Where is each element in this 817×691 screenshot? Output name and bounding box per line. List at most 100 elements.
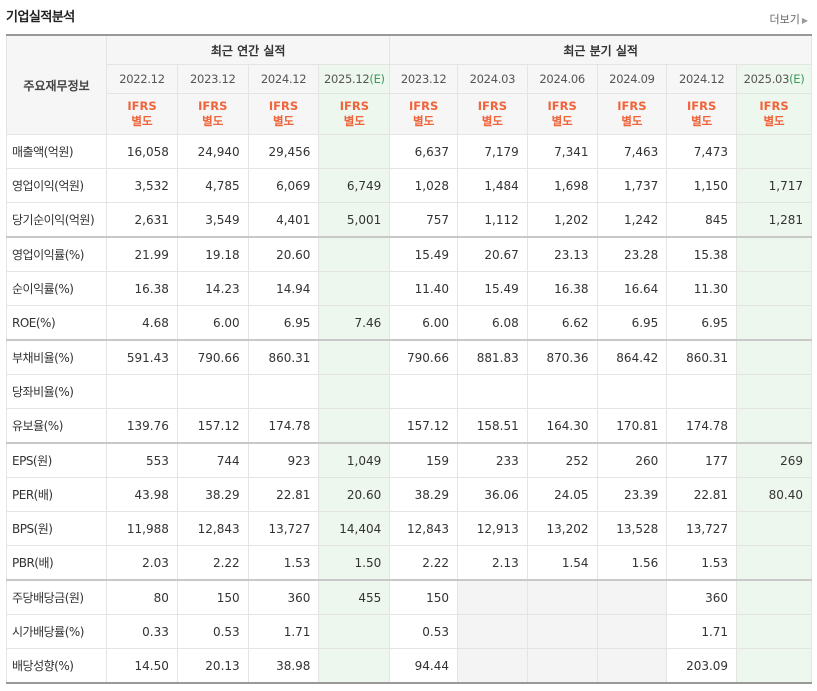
more-link-label: 더보기 [769,13,800,26]
table-cell [457,374,528,409]
table-cell: 20.60 [318,477,391,512]
table-cell: 1,150 [666,168,738,203]
table-cell [318,408,391,444]
table-cell: 13,727 [666,511,738,546]
table-cell [318,648,391,684]
period-header: 2022.12 [106,64,178,94]
table-cell: 790.66 [389,339,458,375]
table-cell [736,271,812,306]
table-cell: 24.05 [526,477,598,512]
table-cell: 177 [666,442,738,478]
row-label[interactable]: 당기순이익(억원) [5,202,108,238]
table-cell: 6.95 [247,305,320,341]
table-cell: 158.51 [457,408,528,444]
table-cell [596,374,668,409]
row-label[interactable]: ROE(%) [5,305,108,341]
table-cell: 2.22 [176,545,249,581]
ifrs-label[interactable]: IFRS 별도 [318,93,391,135]
row-label[interactable]: 당좌비율(%) [5,374,108,409]
table-cell: 164.30 [526,408,598,444]
ifrs-label[interactable]: IFRS 별도 [526,93,598,135]
ifrs-label[interactable]: IFRS 별도 [247,93,320,135]
table-cell: 923 [247,442,320,478]
row-label[interactable]: EPS(원) [5,442,108,478]
row-label[interactable]: 부채비율(%) [5,339,108,375]
row-label[interactable]: BPS(원) [5,511,108,546]
table-cell: 5,001 [318,202,391,238]
row-label[interactable]: PER(배) [5,477,108,512]
annual-group-header: 최근 연간 실적 [106,34,391,65]
table-cell: 14.50 [106,648,178,684]
table-cell: 11.30 [666,271,738,306]
table-cell: 24,940 [176,134,249,169]
table-cell: 6.00 [389,305,458,341]
table-cell [318,236,391,272]
table-cell [596,579,668,615]
table-cell: 845 [666,202,738,238]
table-cell: 16.38 [526,271,598,306]
row-label[interactable]: 영업이익률(%) [5,236,108,272]
table-cell: 0.33 [106,614,178,649]
table-row: 배당성향(%) 14.50 20.13 38.98 94.44 203.09 [5,648,812,684]
table-cell: 6.08 [457,305,528,341]
table-cell [736,579,812,615]
table-row: 순이익률(%) 16.38 14.23 14.94 11.40 15.49 16.38 16.… [5,271,812,306]
row-label[interactable]: 순이익률(%) [5,271,108,306]
row-label[interactable]: 영업이익(억원) [5,168,108,203]
ifrs-label[interactable]: IFRS 별도 [176,93,249,135]
table-cell: 80 [106,579,178,615]
ifrs-label[interactable]: IFRS 별도 [736,93,812,135]
table-row: 당좌비율(%) [5,374,812,409]
row-label[interactable]: 주당배당금(원) [5,579,108,615]
table-cell: 881.83 [457,339,528,375]
table-cell: 4,401 [247,202,320,238]
table-row: 부채비율(%) 591.43 790.66 860.31 790.66 881.83 870… [5,339,812,375]
table-cell: 6,749 [318,168,391,203]
table-cell [736,339,812,375]
table-cell [457,648,528,684]
table-cell: 7,179 [457,134,528,169]
table-cell: 16.38 [106,271,178,306]
ifrs-label[interactable]: IFRS 별도 [389,93,458,135]
period-header: 2024.12 [666,64,738,94]
row-label[interactable]: 유보율(%) [5,408,108,444]
table-cell [736,648,812,684]
table-cell: 21.99 [106,236,178,272]
table-cell: 22.81 [247,477,320,512]
ifrs-label[interactable]: IFRS 별도 [596,93,668,135]
period-header: 2025.03(E) [736,64,812,94]
table-cell: 11.40 [389,271,458,306]
table-cell: 15.49 [457,271,528,306]
row-label[interactable]: PBR(배) [5,545,108,581]
table-cell: 3,549 [176,202,249,238]
more-link[interactable]: 더보기 ▶ [769,11,808,27]
table-cell: 23.13 [526,236,598,272]
ifrs-label[interactable]: IFRS 별도 [106,93,178,135]
table-row: 주당배당금(원) 80 150 360 455 150 360 [5,579,812,615]
table-cell: 38.29 [176,477,249,512]
row-label[interactable]: 매출액(억원) [5,134,108,169]
table-cell: 233 [457,442,528,478]
table-cell: 157.12 [176,408,249,444]
table-row: 매출액(억원) 16,058 24,940 29,456 6,637 7,179 7,341… [5,134,812,169]
row-label[interactable]: 시가배당률(%) [5,614,108,649]
table-row: EPS(원) 553 744 923 1,049 159 233 252 260 177 269 [5,442,812,478]
table-cell: 12,843 [176,511,249,546]
period-header: 2023.12 [389,64,458,94]
financial-summary-table: 주요재무정보 최근 연간 실적 최근 분기 실적 2022.12 2023.12 2… [5,34,812,684]
table-cell: 744 [176,442,249,478]
table-cell: 1,049 [318,442,391,478]
ifrs-label[interactable]: IFRS 별도 [457,93,528,135]
table-cell: 790.66 [176,339,249,375]
table-cell: 15.38 [666,236,738,272]
row-label[interactable]: 배당성향(%) [5,648,108,684]
table-cell: 0.53 [176,614,249,649]
table-cell: 203.09 [666,648,738,684]
table-cell: 1,484 [457,168,528,203]
table-cell [526,648,598,684]
table-cell: 1,698 [526,168,598,203]
ifrs-label[interactable]: IFRS 별도 [666,93,738,135]
period-header: 2024.03 [457,64,528,94]
table-cell: 553 [106,442,178,478]
table-cell: 43.98 [106,477,178,512]
